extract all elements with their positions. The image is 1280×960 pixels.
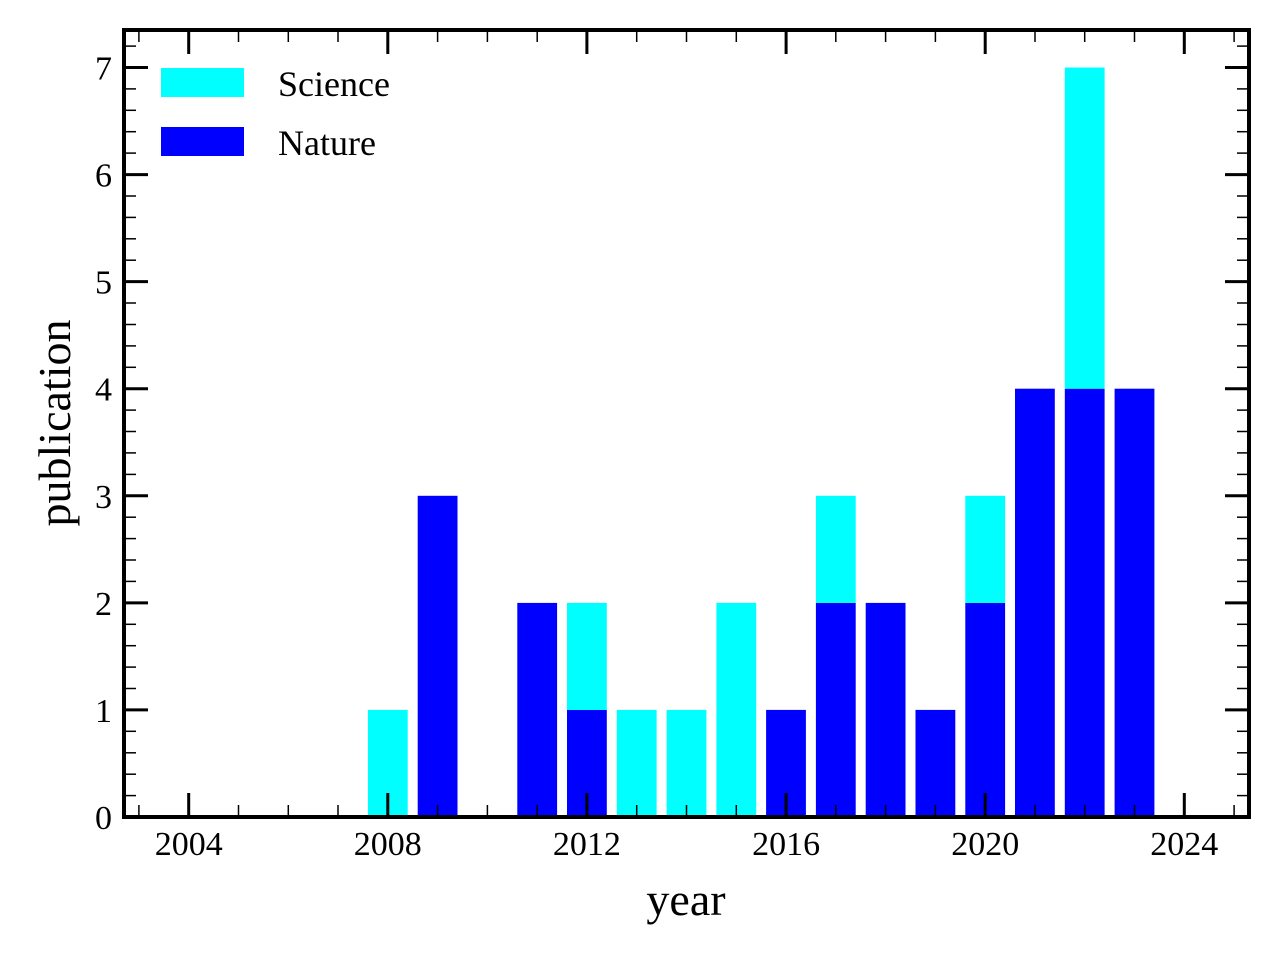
legend-swatch-science xyxy=(161,68,244,97)
bar-nature-2019 xyxy=(915,709,956,817)
legend-swatch-nature xyxy=(161,127,244,156)
bar-nature-2017 xyxy=(815,602,856,817)
bar-nature-2022 xyxy=(1064,388,1105,817)
bar-nature-2023 xyxy=(1114,388,1155,817)
x-tick-label: 2024 xyxy=(1150,826,1218,863)
y-axis-title: publication xyxy=(29,320,80,527)
bar-science-2022 xyxy=(1064,67,1105,389)
bar-nature-2011 xyxy=(517,602,558,817)
x-tick-label: 2008 xyxy=(354,826,422,863)
y-tick-label: 3 xyxy=(95,479,112,516)
x-tick-label: 2004 xyxy=(155,826,223,863)
bar-science-2015 xyxy=(716,602,757,817)
y-tick-label: 4 xyxy=(95,372,112,409)
x-tick-label: 2016 xyxy=(752,826,820,863)
y-tick-label: 5 xyxy=(95,265,112,302)
legend-label-nature: Nature xyxy=(278,123,376,163)
y-tick-label: 6 xyxy=(95,158,112,195)
bar-science-2014 xyxy=(666,709,707,817)
bar-nature-2009 xyxy=(417,495,458,817)
bar-nature-2021 xyxy=(1015,388,1055,817)
bar-science-2012 xyxy=(567,602,607,710)
bar-science-2017 xyxy=(815,495,856,603)
y-tick-label: 1 xyxy=(95,693,112,730)
x-tick-label: 2020 xyxy=(951,826,1019,863)
legend: Science Nature xyxy=(161,64,390,163)
bar-nature-2020 xyxy=(965,602,1006,817)
x-axis-title: year xyxy=(646,874,725,925)
y-tick-label: 7 xyxy=(95,51,112,88)
x-tick-label: 2012 xyxy=(553,826,621,863)
bars-layer xyxy=(367,67,1155,817)
bar-nature-2018 xyxy=(865,602,906,817)
bar-science-2013 xyxy=(616,709,657,817)
bar-science-2020 xyxy=(965,495,1006,603)
y-tick-label: 0 xyxy=(95,800,112,837)
plot-frame xyxy=(122,28,1251,819)
y-tick-label: 2 xyxy=(95,586,112,623)
labels-layer: 2004 2008 2012 2016 2020 2024 0 1 2 3 4 5 6 7 xyxy=(95,51,1218,864)
legend-label-science: Science xyxy=(278,64,390,104)
